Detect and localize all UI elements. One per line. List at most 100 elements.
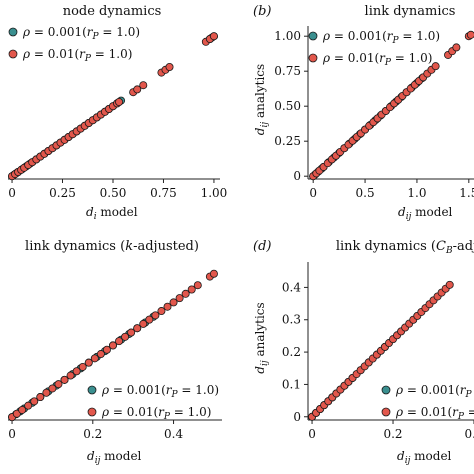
legend: ρ = 0.001(rP = ρ = 0.01(rP = bbox=[381, 383, 474, 422]
data-point bbox=[431, 62, 440, 71]
panel-2: link dynamics (b) 0 0.5 1.0 1.5 0 0.25 0.50 0.75 1… bbox=[253, 4, 474, 222]
panel-1: node dynamics 0 0.25 0.50 0.75 1.00 di model ρ … bbox=[8, 4, 227, 222]
panel-4: link dynamics (CB-adjus (d) 0 0.2 0.4 0 0.1 0.2… bbox=[253, 239, 474, 466]
data-point bbox=[84, 358, 93, 367]
panel-label: (d) bbox=[253, 239, 271, 254]
data-point bbox=[36, 393, 45, 402]
data-point bbox=[48, 384, 57, 393]
data-point bbox=[187, 285, 196, 294]
data-point bbox=[54, 380, 63, 389]
legend: ρ = 0.001(rP = 1.0) ρ = 0.01(rP = 1.0) bbox=[8, 25, 140, 64]
data-point bbox=[108, 341, 117, 350]
y-tick-label: 0.50 bbox=[274, 99, 301, 113]
x-tick-label: 0.75 bbox=[150, 186, 177, 200]
data-point bbox=[90, 354, 99, 363]
data-point bbox=[169, 298, 178, 307]
legend-marker bbox=[308, 31, 318, 41]
y-tick-label: 0.25 bbox=[274, 134, 301, 148]
x-axis-label: dij model bbox=[398, 205, 453, 222]
legend-marker bbox=[8, 27, 18, 37]
legend-marker bbox=[87, 385, 97, 395]
data-point bbox=[163, 302, 172, 311]
x-axis-label: dij model bbox=[87, 449, 142, 466]
data-point bbox=[139, 81, 148, 90]
x-tick-label: 0.4 bbox=[164, 427, 183, 441]
x-tick-label: 0 bbox=[308, 427, 316, 441]
legend: ρ = 0.001(rP = 1.0) ρ = 0.01(rP = 1.0) bbox=[87, 383, 219, 422]
panel-3: link dynamics (k-adjusted) 0 0.2 0.4 dij mod… bbox=[8, 239, 222, 466]
data-point bbox=[139, 319, 148, 328]
y-tick-label: 0.4 bbox=[282, 280, 301, 294]
y-axis-label: dij analytics bbox=[253, 64, 270, 135]
legend-label: ρ = 0.01(rP = bbox=[395, 405, 474, 422]
data-point bbox=[30, 397, 39, 406]
x-tick-label: 0 bbox=[309, 186, 317, 200]
data-point bbox=[127, 328, 136, 337]
panel-title: node dynamics bbox=[63, 4, 162, 19]
data-point bbox=[115, 337, 124, 346]
series-2 bbox=[308, 280, 454, 421]
data-point bbox=[78, 362, 87, 371]
series-2 bbox=[8, 32, 218, 181]
data-point bbox=[60, 375, 69, 384]
legend-marker bbox=[381, 407, 391, 417]
legend-marker bbox=[381, 385, 391, 395]
data-point bbox=[96, 350, 105, 359]
data-point bbox=[165, 63, 174, 72]
data-point bbox=[145, 315, 154, 324]
data-point bbox=[445, 280, 454, 289]
x-axis-label: di model bbox=[86, 205, 138, 222]
legend-label: ρ = 0.001(rP = 1.0) bbox=[101, 383, 219, 400]
x-tick-label: 1.00 bbox=[201, 186, 228, 200]
data-point bbox=[151, 311, 160, 320]
x-tick-label: 0.4 bbox=[464, 427, 474, 441]
data-point bbox=[121, 332, 130, 341]
x-tick-label: 1.5 bbox=[459, 186, 474, 200]
y-tick-label: 0.3 bbox=[282, 313, 301, 327]
x-tick-label: 0 bbox=[8, 186, 16, 200]
legend-label: ρ = 0.01(rP = 1.0) bbox=[22, 47, 132, 64]
data-point bbox=[193, 281, 202, 290]
data-point bbox=[102, 345, 111, 354]
y-axis-label: dij analytics bbox=[253, 302, 270, 373]
legend-marker bbox=[87, 407, 97, 417]
data-point bbox=[175, 294, 184, 303]
panel-title: link dynamics bbox=[365, 4, 456, 19]
data-point bbox=[466, 30, 474, 39]
data-point bbox=[115, 98, 124, 107]
legend-label: ρ = 0.01(rP = 1.0) bbox=[101, 405, 211, 422]
x-tick-label: 0.2 bbox=[83, 427, 102, 441]
legend: ρ = 0.001(rP = 1.0) ρ = 0.01(rP = 1.0) bbox=[308, 29, 440, 68]
y-tick-label: 0 bbox=[293, 410, 301, 424]
panel-title: link dynamics (k-adjusted) bbox=[25, 239, 199, 254]
x-tick-label: 0.2 bbox=[383, 427, 402, 441]
legend-marker bbox=[308, 53, 318, 63]
data-point bbox=[42, 388, 51, 397]
data-point bbox=[209, 32, 218, 41]
x-tick-label: 0.50 bbox=[100, 186, 127, 200]
y-tick-label: 0.2 bbox=[282, 345, 301, 359]
data-point bbox=[66, 371, 75, 380]
series-2 bbox=[309, 30, 474, 181]
data-point bbox=[133, 324, 142, 333]
legend-marker bbox=[8, 49, 18, 59]
data-point bbox=[181, 289, 190, 298]
y-tick-label: 1.00 bbox=[274, 29, 301, 43]
y-tick-label: 0 bbox=[293, 169, 301, 183]
legend-label: ρ = 0.001(rP = 1.0) bbox=[322, 29, 440, 46]
panel-label: (b) bbox=[253, 4, 271, 19]
x-tick-label: 0.5 bbox=[356, 186, 375, 200]
data-point bbox=[452, 43, 461, 52]
legend-label: ρ = 0.001(rP = bbox=[395, 383, 474, 400]
y-tick-label: 0.1 bbox=[282, 377, 301, 391]
data-point bbox=[24, 401, 33, 410]
panel-title: link dynamics (CB-adjus bbox=[336, 239, 474, 256]
x-tick-label: 0.25 bbox=[49, 186, 76, 200]
series-2 bbox=[8, 269, 218, 422]
data-point bbox=[18, 405, 27, 414]
legend-label: ρ = 0.001(rP = 1.0) bbox=[22, 25, 140, 42]
data-point bbox=[72, 367, 81, 376]
data-point bbox=[209, 269, 218, 278]
y-tick-label: 0.75 bbox=[274, 64, 301, 78]
